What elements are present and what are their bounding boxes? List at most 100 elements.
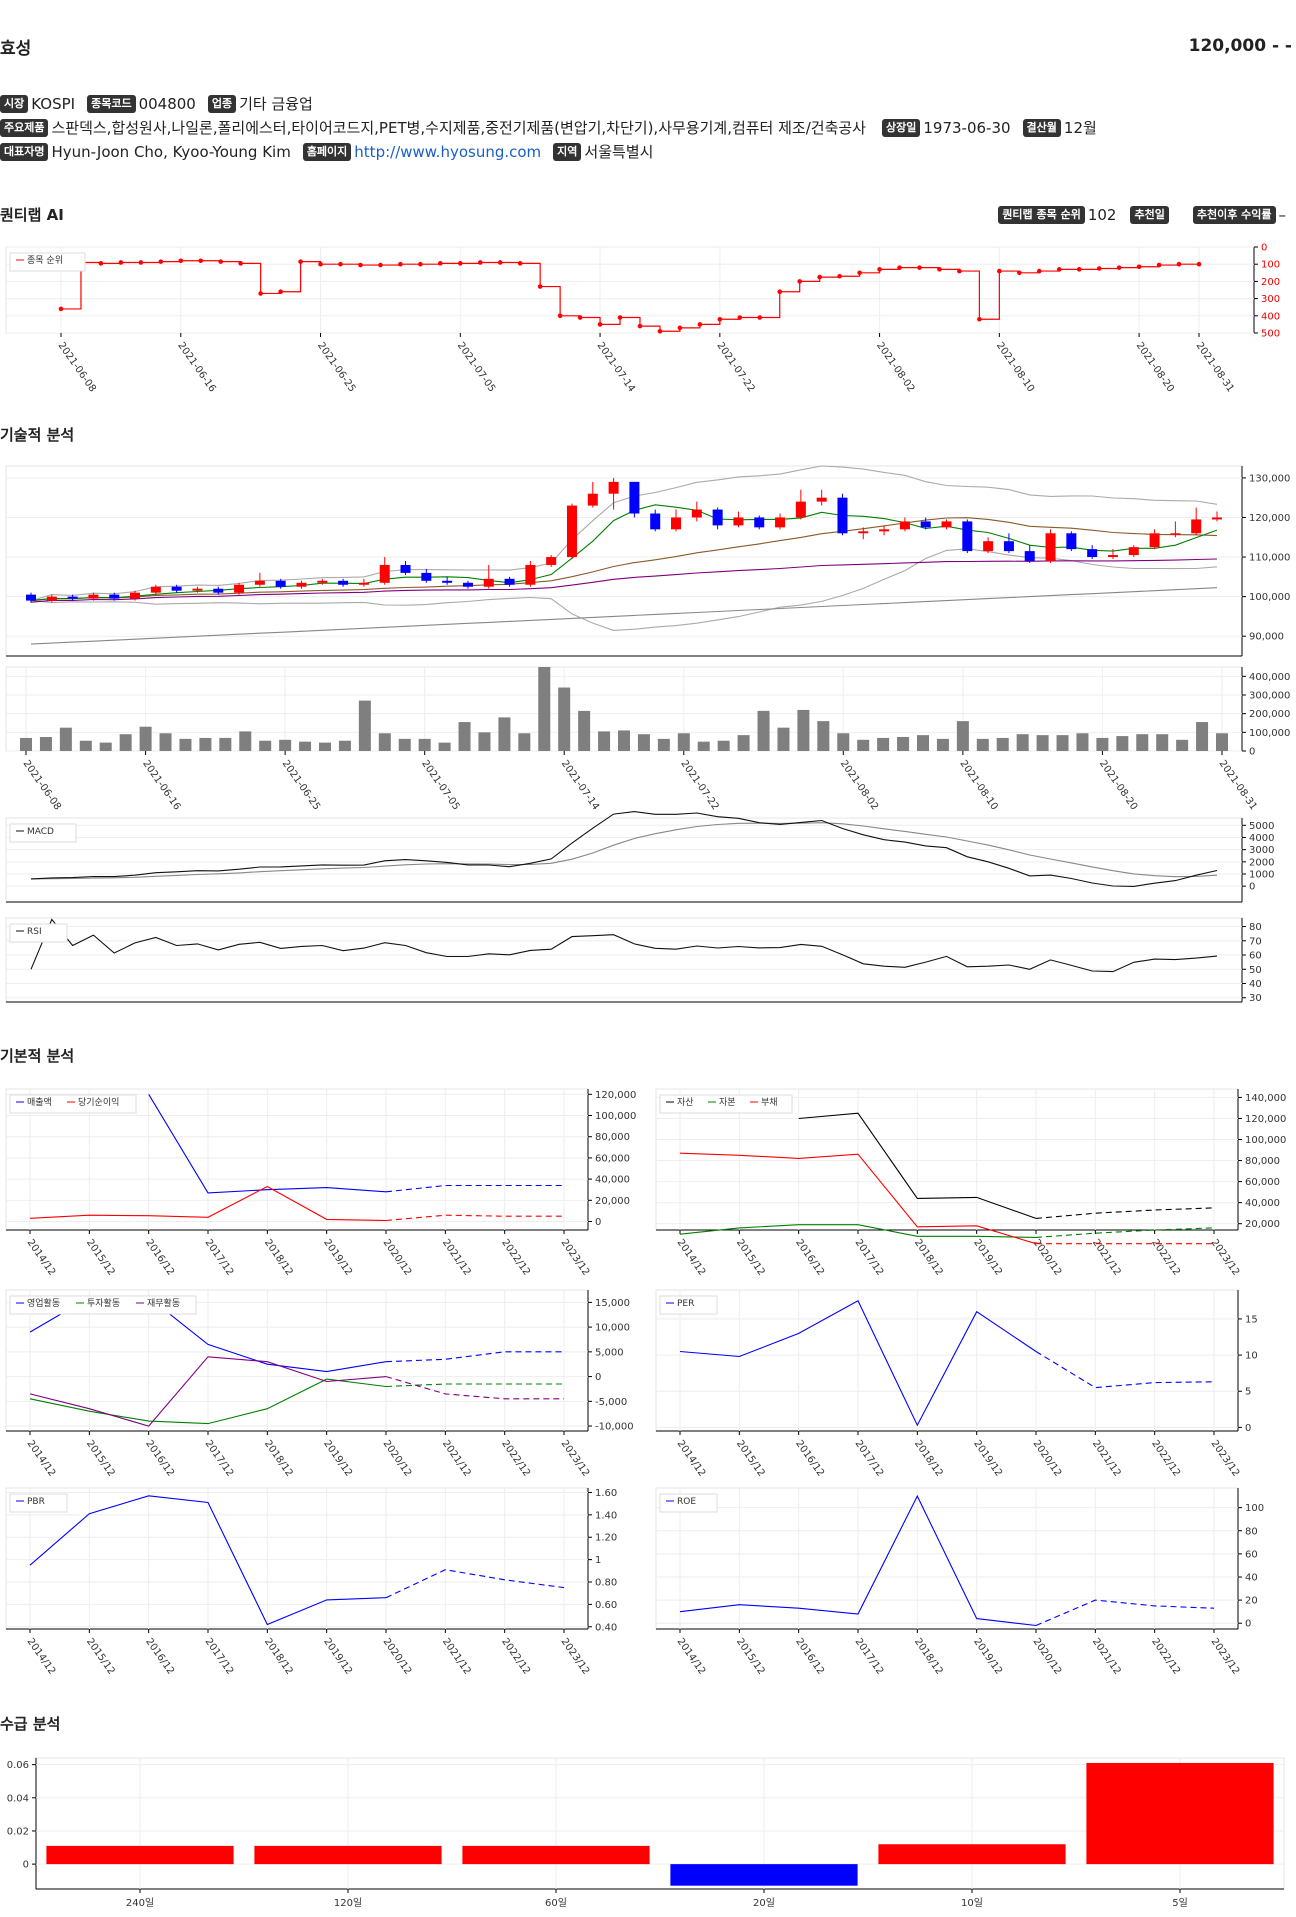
bollinger-upper-line bbox=[30, 465, 1218, 602]
rank-chart-x-tick-label: 2021-07-05 bbox=[455, 340, 497, 394]
price-chart-y-tick-label: 130,000 bbox=[1249, 473, 1290, 484]
volume-bar bbox=[598, 731, 611, 751]
candle-body bbox=[46, 596, 57, 601]
rsi-chart-y-tick-label: 60 bbox=[1249, 951, 1262, 962]
rank-point bbox=[757, 315, 763, 320]
fin-assets-chart-legend-label: 자본 bbox=[719, 1097, 736, 1108]
candle-body bbox=[899, 521, 910, 530]
candle-body bbox=[920, 521, 931, 528]
rank-chart-y-tick-label: 100 bbox=[1261, 260, 1280, 271]
rank-point bbox=[1096, 266, 1102, 271]
fin-cash-series-line-3 bbox=[29, 1356, 387, 1427]
code-value: 004800 bbox=[138, 94, 196, 113]
rank-point bbox=[857, 270, 862, 276]
macd-chart-frame bbox=[5, 817, 1243, 903]
region-value: 서울특별시 bbox=[584, 143, 654, 161]
fin-cash-chart-x-tick-label: 2020/12 bbox=[381, 1438, 414, 1478]
rank-value: 102 bbox=[1087, 206, 1117, 224]
rank-point bbox=[1056, 267, 1062, 272]
fin-cash-chart-y-tick-label: 5,000 bbox=[595, 1347, 624, 1358]
volume-bar bbox=[976, 738, 989, 751]
volume-bar bbox=[637, 734, 650, 751]
rank-point bbox=[398, 261, 403, 267]
homepage-link[interactable]: http://www.hyosung.com bbox=[354, 142, 542, 161]
ma5-line bbox=[30, 504, 1218, 602]
candle-body bbox=[26, 594, 36, 601]
rank-point bbox=[617, 315, 623, 320]
candle-body bbox=[754, 517, 765, 528]
fin-sales-chart-x-tick-label: 2021/12 bbox=[440, 1237, 473, 1277]
fin-sales-chart-legend-box bbox=[9, 1094, 137, 1114]
fin-per-series-line-1 bbox=[679, 1300, 1037, 1427]
fin-assets-chart-y-tick-label: 80,000 bbox=[1245, 1156, 1280, 1167]
fin-pbr-chart-x-tick-label: 2020/12 bbox=[381, 1636, 414, 1676]
volume-bar bbox=[797, 709, 810, 751]
volume-bar bbox=[1156, 734, 1169, 751]
candle-body bbox=[400, 564, 411, 573]
volume-bar bbox=[1216, 733, 1228, 751]
volume-bar bbox=[159, 733, 172, 751]
volume-bar bbox=[897, 737, 910, 751]
volume-bar bbox=[657, 738, 670, 751]
rank-point bbox=[637, 323, 643, 329]
candle-body bbox=[358, 582, 369, 585]
rank-point bbox=[537, 284, 543, 289]
volume-bar bbox=[837, 733, 850, 751]
fin-pbr-chart-y-tick-label: 0.40 bbox=[595, 1622, 617, 1633]
fin-sales-chart-x-tick-label: 2022/12 bbox=[499, 1237, 532, 1277]
fin-pbr-chart-x-tick-label: 2019/12 bbox=[321, 1636, 354, 1676]
fin-pbr-chart-legend-box bbox=[9, 1493, 68, 1513]
supply-bar bbox=[670, 1864, 858, 1886]
volume-bar bbox=[20, 737, 32, 751]
candle-body bbox=[566, 505, 577, 558]
fin-cash-chart-x-tick-label: 2017/12 bbox=[203, 1438, 236, 1478]
fin-sales-chart-y-tick-label: 20,000 bbox=[595, 1196, 630, 1207]
fin-cash-chart-legend-box bbox=[9, 1295, 197, 1315]
bollinger-lower-line bbox=[30, 548, 1218, 631]
fin-per-chart-x-tick-label: 2016/12 bbox=[793, 1438, 826, 1478]
volume-bar bbox=[697, 741, 710, 751]
fin-assets-chart-x-tick-label: 2015/12 bbox=[734, 1237, 767, 1277]
rank-chart-x-tick-label: 2021-08-10 bbox=[994, 340, 1036, 394]
section-title-fundamental: 기본적 분석 bbox=[0, 1047, 75, 1065]
fin-roe-chart-legend-label: ROE bbox=[677, 1497, 696, 1507]
volume-bar bbox=[179, 738, 192, 751]
volume-chart-y-tick-label: 400,000 bbox=[1249, 672, 1290, 683]
candle-body bbox=[587, 493, 598, 506]
fin-assets-chart-legend-label: 부채 bbox=[761, 1097, 778, 1108]
candle-body bbox=[462, 582, 473, 587]
supply-chart-x-tick-label: 10일 bbox=[961, 1897, 983, 1909]
rank-point bbox=[497, 260, 503, 265]
candle-body bbox=[275, 580, 286, 587]
volume-bar bbox=[618, 730, 630, 751]
rank-point bbox=[737, 315, 743, 320]
listing-value: 1973-06-30 bbox=[923, 118, 1011, 137]
fin-per-chart-x-tick-label: 2021/12 bbox=[1090, 1438, 1123, 1478]
rank-point bbox=[557, 313, 563, 319]
info-row-2: 주요제품 스판덱스,합성원사,나일론,폴리에스터,타이어코드지,PET병,수지제… bbox=[0, 117, 1109, 138]
volume-chart-y-tick-label: 200,000 bbox=[1249, 709, 1290, 720]
candle-body bbox=[1212, 517, 1222, 520]
fin-roe-series-estimate-1 bbox=[1035, 1599, 1215, 1627]
fin-sales-chart-y-tick-label: 100,000 bbox=[595, 1111, 636, 1122]
fin-roe-chart-x-tick-label: 2020/12 bbox=[1031, 1636, 1064, 1676]
rank-chart-y-tick-label: 200 bbox=[1261, 277, 1280, 288]
info-row-1: 시장 KOSPI 종목코드 004800 업종 기타 금융업 bbox=[0, 93, 325, 114]
volume-bar bbox=[358, 700, 371, 751]
rank-point bbox=[997, 268, 1002, 274]
rank-point bbox=[777, 289, 783, 295]
candle-body bbox=[67, 596, 78, 599]
rsi-chart-legend-box bbox=[9, 923, 68, 943]
candle-body bbox=[1087, 549, 1098, 558]
volume-bar bbox=[259, 740, 272, 751]
rank-point bbox=[477, 260, 483, 265]
rank-point bbox=[238, 261, 243, 266]
rank-point bbox=[1116, 265, 1122, 270]
macd-chart-y-tick-label: 1000 bbox=[1249, 870, 1274, 881]
code-tag: 종목코드 bbox=[87, 94, 136, 113]
candle-body bbox=[1066, 533, 1077, 550]
supply-chart-y-tick-label: 0 bbox=[23, 1860, 29, 1871]
rsi-chart-y-tick-label: 80 bbox=[1249, 922, 1262, 933]
candle-body bbox=[650, 513, 661, 530]
rank-point bbox=[138, 260, 144, 265]
